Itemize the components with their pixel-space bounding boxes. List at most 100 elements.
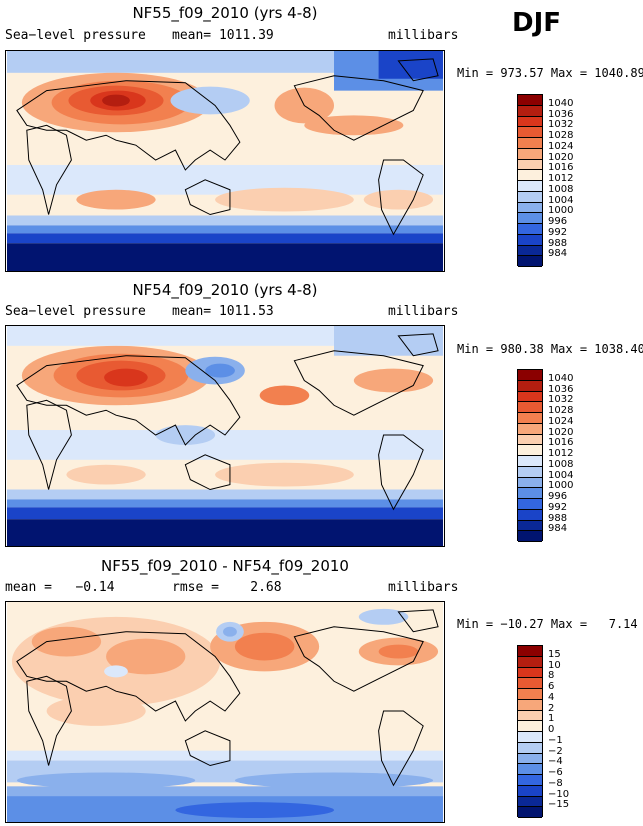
colorbar-swatch <box>518 202 542 214</box>
colorbar-swatch <box>518 181 542 192</box>
colorbar-tick-label: −8 <box>548 777 563 789</box>
colorbar-tick-label: 984 <box>548 523 568 535</box>
panel-2-title: NF54_f09_2010 (yrs 4-8) <box>132 281 318 299</box>
colorbar-tick-label: −4 <box>548 756 563 768</box>
colorbar-swatch <box>518 477 542 489</box>
colorbar-tick-label: −15 <box>548 799 570 811</box>
colorbar-swatch <box>518 234 542 246</box>
panel-3-colorbar <box>517 645 543 818</box>
colorbar-tick-label: 1004 <box>548 194 574 206</box>
colorbar-swatch <box>518 370 542 381</box>
colorbar-swatch <box>518 667 542 679</box>
colorbar-tick-label: 1024 <box>548 140 574 152</box>
colorbar-tick-label: 992 <box>548 226 568 238</box>
panel-3-title: NF55_f09_2010 - NF54_f09_2010 <box>101 557 349 575</box>
panel-2-units-label: millibars <box>388 304 459 319</box>
panel-1-title: NF55_f09_2010 (yrs 4-8) <box>132 4 318 22</box>
panel-2-colorbar <box>517 369 543 542</box>
colorbar-swatch <box>518 753 542 765</box>
colorbar-tick-label: 984 <box>548 248 568 260</box>
colorbar-tick-label: 1036 <box>548 108 574 120</box>
panel-3-units-label: millibars <box>388 580 459 595</box>
colorbar-tick-label: 1040 <box>548 372 574 384</box>
colorbar-tick-label: 6 <box>548 681 555 692</box>
colorbar-tick-label: 988 <box>548 512 568 524</box>
colorbar-tick-label: 1024 <box>548 415 574 427</box>
colorbar-swatch <box>518 531 542 542</box>
colorbar-tick-label: 996 <box>548 216 568 227</box>
panel-3-range-text: Min = −10.27 Max = 7.14 <box>457 617 638 631</box>
colorbar-tick-label: 4 <box>548 691 555 703</box>
panel-3-map <box>5 601 445 823</box>
colorbar-swatch <box>518 380 542 392</box>
colorbar-swatch <box>518 488 542 499</box>
panel-1-map <box>5 50 445 272</box>
colorbar-tick-label: 0 <box>548 724 555 735</box>
colorbar-swatch <box>518 710 542 722</box>
colorbar-tick-label: 992 <box>548 501 568 513</box>
colorbar-tick-label: 1040 <box>548 97 574 109</box>
colorbar-swatch <box>518 391 542 403</box>
colorbar-swatch <box>518 678 542 689</box>
colorbar-swatch <box>518 159 542 171</box>
colorbar-swatch <box>518 445 542 456</box>
colorbar-swatch <box>518 402 542 413</box>
colorbar-swatch <box>518 105 542 117</box>
colorbar-tick-label: 15 <box>548 648 561 660</box>
colorbar-swatch <box>518 423 542 435</box>
season-label: DJF <box>512 8 562 38</box>
colorbar-swatch <box>518 646 542 657</box>
colorbar-swatch <box>518 796 542 808</box>
colorbar-swatch <box>518 224 542 235</box>
colorbar-tick-label: 10 <box>548 659 561 671</box>
colorbar-tick-label: −6 <box>548 767 563 778</box>
panel-2-mean-label: mean= 1011.53 <box>172 304 274 319</box>
colorbar-tick-label: 1016 <box>548 162 574 174</box>
colorbar-swatch <box>518 127 542 138</box>
colorbar-tick-label: 1032 <box>548 394 574 406</box>
colorbar-tick-label: 1008 <box>548 183 574 195</box>
panel-3-mean-label: mean = −0.14 <box>5 580 115 595</box>
colorbar-swatch <box>518 191 542 203</box>
panel-2-map <box>5 325 445 547</box>
panel-1-mean-label: mean= 1011.39 <box>172 28 274 43</box>
colorbar-tick-label: 1004 <box>548 469 574 481</box>
colorbar-swatch <box>518 721 542 732</box>
colorbar-tick-label: 1012 <box>548 448 574 459</box>
colorbar-swatch <box>518 413 542 424</box>
colorbar-swatch <box>518 434 542 446</box>
colorbar-tick-label: −2 <box>548 745 563 757</box>
colorbar-swatch <box>518 520 542 532</box>
colorbar-tick-label: 1008 <box>548 458 574 470</box>
colorbar-tick-label: 1036 <box>548 383 574 395</box>
colorbar-tick-label: 1000 <box>548 205 574 217</box>
colorbar-tick-label: 1028 <box>548 405 574 416</box>
colorbar-swatch <box>518 742 542 754</box>
colorbar-swatch <box>518 116 542 128</box>
panel-3-rmse-label: rmse = 2.68 <box>172 580 282 595</box>
colorbar-swatch <box>518 499 542 510</box>
colorbar-swatch <box>518 785 542 797</box>
colorbar-swatch <box>518 456 542 467</box>
colorbar-swatch <box>518 170 542 181</box>
colorbar-tick-label: 996 <box>548 491 568 502</box>
colorbar-swatch <box>518 213 542 224</box>
panel-2-variable-label: Sea−level pressure <box>5 304 146 319</box>
colorbar-swatch <box>518 148 542 160</box>
panel-1-units-label: millibars <box>388 28 459 43</box>
colorbar-swatch <box>518 245 542 257</box>
colorbar-tick-label: −10 <box>548 788 570 800</box>
colorbar-swatch <box>518 466 542 478</box>
colorbar-swatch <box>518 95 542 106</box>
colorbar-tick-label: 1020 <box>548 151 574 163</box>
colorbar-swatch <box>518 764 542 775</box>
colorbar-tick-label: 1012 <box>548 173 574 184</box>
colorbar-swatch <box>518 509 542 521</box>
colorbar-tick-label: 1 <box>548 713 555 725</box>
colorbar-tick-label: 2 <box>548 702 555 714</box>
colorbar-swatch <box>518 699 542 711</box>
colorbar-tick-label: 1020 <box>548 426 574 438</box>
panel-1-range-text: Min = 973.57 Max = 1040.89 <box>457 66 643 80</box>
colorbar-swatch <box>518 689 542 700</box>
colorbar-swatch <box>518 732 542 743</box>
